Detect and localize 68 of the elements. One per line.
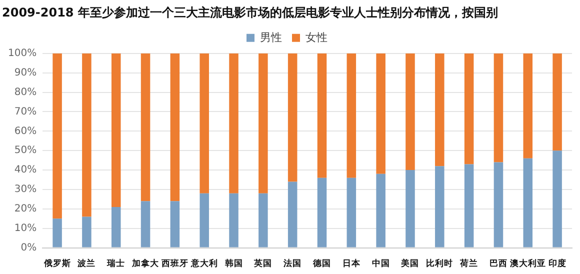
bar bbox=[494, 53, 504, 162]
x-tick-label: 日本 bbox=[342, 258, 362, 270]
bar bbox=[552, 53, 562, 151]
y-tick-label: 30% bbox=[14, 184, 37, 196]
bar bbox=[435, 166, 444, 248]
bar bbox=[552, 150, 562, 248]
y-tick-label: 50% bbox=[14, 145, 37, 156]
x-tick-label: 印度 bbox=[548, 258, 566, 270]
y-tick-label: 70% bbox=[14, 106, 37, 118]
bar bbox=[435, 53, 444, 166]
x-tick-label: 英国 bbox=[253, 258, 272, 270]
bar bbox=[111, 206, 121, 248]
y-tick-label: 90% bbox=[14, 67, 37, 78]
bar bbox=[52, 53, 62, 219]
y-tick-label: 80% bbox=[14, 86, 37, 98]
x-tick-label: 美国 bbox=[400, 258, 420, 270]
bar bbox=[464, 53, 474, 164]
bar bbox=[464, 164, 474, 248]
x-tick-label: 比利时 bbox=[426, 258, 454, 270]
y-tick-label: 0% bbox=[20, 242, 37, 254]
legend-label: 女性 bbox=[306, 30, 328, 44]
x-tick-label: 中国 bbox=[372, 258, 390, 270]
x-tick-label: 意大利 bbox=[190, 258, 218, 270]
x-tick-label: 西班牙 bbox=[160, 258, 188, 270]
x-tick-label: 荷兰 bbox=[459, 258, 478, 270]
bar bbox=[406, 53, 415, 170]
legend-label: 男性 bbox=[260, 30, 282, 44]
bar bbox=[494, 162, 504, 248]
bar bbox=[52, 218, 62, 248]
bar bbox=[140, 53, 150, 202]
x-tick-label: 瑞士 bbox=[106, 258, 126, 270]
bar bbox=[288, 53, 298, 182]
bar bbox=[229, 53, 238, 194]
x-tick-label: 澳大利亚 bbox=[508, 258, 546, 270]
bar bbox=[140, 201, 150, 248]
bar bbox=[200, 193, 209, 248]
bar bbox=[258, 53, 268, 194]
x-tick-label: 加拿大 bbox=[131, 258, 160, 270]
x-tick-label: 法国 bbox=[282, 258, 302, 270]
x-tick-label: 波兰 bbox=[76, 258, 96, 270]
bar bbox=[317, 53, 327, 178]
bar bbox=[406, 170, 415, 248]
bar bbox=[346, 53, 356, 178]
bar bbox=[170, 53, 180, 202]
bar bbox=[346, 178, 356, 248]
y-tick-label: 10% bbox=[14, 222, 37, 234]
bar bbox=[170, 201, 180, 248]
x-tick-label: 德国 bbox=[312, 258, 331, 270]
x-tick-label: 韩国 bbox=[224, 258, 243, 270]
bar bbox=[376, 174, 386, 248]
bar bbox=[82, 216, 92, 248]
bar bbox=[288, 182, 298, 248]
y-tick-label: 40% bbox=[14, 164, 37, 176]
bar bbox=[523, 53, 533, 158]
y-tick-label: 60% bbox=[14, 126, 37, 137]
bar bbox=[200, 53, 209, 194]
y-tick-label: 100% bbox=[8, 48, 37, 59]
bar bbox=[111, 53, 121, 207]
bar bbox=[229, 193, 238, 248]
chart-title: 2009-2018 年至少参加过一个三大主流电影市场的低层电影专业人士性别分布情况，按国别 bbox=[2, 5, 498, 20]
x-tick-label: 俄罗斯 bbox=[42, 258, 71, 270]
bar bbox=[258, 193, 268, 248]
y-tick-label: 20% bbox=[14, 204, 37, 215]
x-tick-label: 巴西 bbox=[489, 258, 508, 270]
bar bbox=[82, 53, 92, 217]
bar bbox=[317, 178, 327, 248]
bar bbox=[523, 158, 533, 248]
bar bbox=[376, 53, 386, 174]
